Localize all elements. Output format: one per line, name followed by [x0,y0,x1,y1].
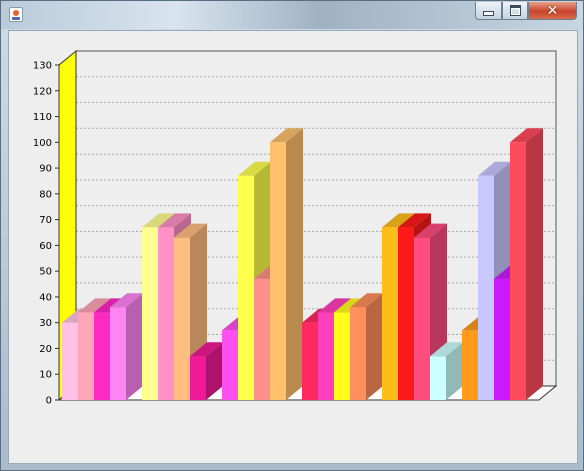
y-tick-label: 50 [39,267,52,278]
minimize-button[interactable] [475,2,502,20]
bar-side [126,293,143,400]
bar [62,322,78,400]
bar-top [510,128,543,143]
bar [254,278,270,400]
bar [462,330,478,400]
bar [302,322,318,400]
java-coffee-cup-icon[interactable] [9,7,23,22]
bar-top [350,293,383,308]
bar [510,142,526,401]
bar-side [206,342,223,400]
bar [238,175,254,400]
bar-top [318,298,351,313]
bar [334,312,350,400]
bar [174,237,190,400]
bar [158,227,174,400]
bar-side [286,128,303,401]
y-tick-label: 70 [39,215,52,226]
y-tick-label: 30 [39,318,52,329]
bar [494,278,510,400]
y-tick-label: 40 [39,292,52,303]
bar-top [430,342,463,357]
bar-chart: 0 10 20 30 40 50 60 70 80 90 100 110 120 130 [33,49,558,407]
bar-side [526,128,543,401]
bar [478,175,494,400]
bar [94,312,110,400]
bar [78,312,94,400]
maximize-button[interactable] [502,2,528,20]
y-tick-label: 130 [33,61,52,72]
bar [430,356,446,400]
y-tick-label: 110 [33,112,52,123]
bar [142,227,158,400]
y-tick-label: 80 [39,189,52,200]
bar [350,307,366,400]
bar-side [446,342,463,400]
y-tick-label: 0 [46,396,52,407]
bar-top [414,223,447,238]
bar [222,330,238,400]
bar-top [382,213,415,228]
title-bar[interactable]: ✕ [1,1,583,29]
bar-top [158,213,191,228]
bar [270,142,286,401]
bar-top [478,161,511,176]
bar-top [238,161,271,176]
bar [382,227,398,400]
bar-top [190,342,223,357]
y-tick-label: 20 [39,344,52,355]
chart-panel: 0 10 20 30 40 50 60 70 80 90 100 110 120 130 [8,30,578,464]
bar-top [110,293,143,308]
bar-top [174,223,207,238]
bar-top [78,298,111,313]
minimize-icon [483,11,494,16]
bar-top [142,213,175,228]
bar [110,307,126,400]
bar [398,227,414,400]
y-tick-label: 60 [39,241,52,252]
bar-top [398,213,431,228]
y-tick-label: 90 [39,164,52,175]
maximize-icon [509,5,521,16]
y-tick-label: 10 [39,370,52,381]
y-tick-label: 120 [33,86,52,97]
bar-top [270,128,303,143]
y-tick-label: 100 [33,138,52,149]
bar [414,237,430,400]
bar-side [366,293,383,400]
bar [318,312,334,400]
close-button[interactable]: ✕ [528,2,577,20]
close-icon: ✕ [546,2,559,19]
bar [190,356,206,400]
